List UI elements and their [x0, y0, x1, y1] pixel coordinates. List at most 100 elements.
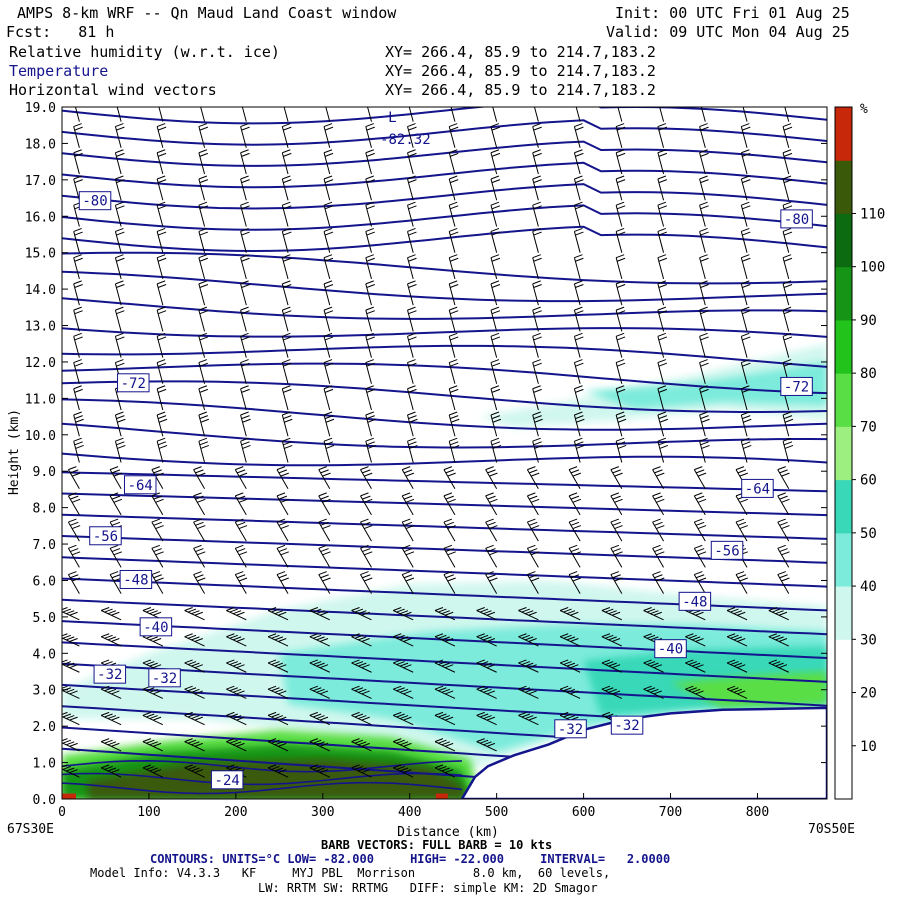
- wind-barb: [142, 607, 164, 621]
- wind-barb: [281, 227, 292, 253]
- wind-barb: [114, 175, 125, 201]
- wind-barb: [240, 359, 250, 384]
- temperature-contour-lowlevel: [62, 772, 462, 786]
- wind-barb: [782, 306, 793, 332]
- y-tick-label: 12.0: [25, 356, 56, 371]
- wind-barb: [407, 254, 417, 280]
- wind-barb: [226, 633, 247, 647]
- wind-barb: [615, 254, 626, 280]
- colorbar-frame: [834, 106, 853, 800]
- wind-barb: [234, 518, 248, 542]
- wind-barb: [325, 107, 331, 122]
- wind-barb: [573, 306, 584, 332]
- wind-barb: [365, 175, 375, 201]
- wind-barb: [281, 280, 292, 306]
- wind-barb: [490, 280, 501, 306]
- wind-barb: [323, 306, 334, 332]
- wind-barb: [434, 633, 456, 647]
- wind-barb: [615, 306, 626, 332]
- temperature-contour: [62, 380, 827, 413]
- wind-barb: [365, 201, 375, 227]
- wind-barb: [601, 685, 623, 699]
- x-tick-label: 200: [224, 805, 247, 820]
- colorbar-tick-label: 100: [860, 260, 885, 276]
- temperature-contour: [62, 270, 827, 303]
- wind-barb: [109, 544, 123, 568]
- wind-barb: [67, 544, 81, 568]
- valid-time: Valid: 09 UTC Mon 04 Aug 25: [606, 23, 850, 41]
- wind-barb: [740, 201, 751, 227]
- wind-barb: [198, 201, 209, 227]
- wind-barb: [615, 123, 626, 148]
- y-tick-label: 0.0: [33, 793, 56, 808]
- y-tick-label: 1.0: [33, 757, 56, 772]
- wind-barb: [100, 633, 122, 647]
- wind-barb: [643, 607, 664, 621]
- wind-barb: [100, 738, 122, 752]
- wind-barb: [407, 359, 417, 384]
- colorbar-segment: [835, 266, 852, 321]
- y-tick-label: 16.0: [25, 210, 56, 225]
- wind-barb: [240, 280, 250, 306]
- left-endpoint: 67S30E: [7, 822, 54, 837]
- wind-barb: [699, 201, 709, 227]
- temperature-contour-label: -72: [117, 373, 150, 393]
- temperature-contour-label: -40: [654, 639, 687, 659]
- wind-barb: [401, 518, 415, 542]
- wind-barb: [526, 492, 540, 516]
- wind-barb: [740, 227, 751, 253]
- wind-barb: [198, 254, 209, 280]
- wind-barb: [193, 571, 206, 594]
- wind-barb: [114, 332, 125, 358]
- y-tick-label: 17.0: [25, 174, 56, 189]
- wind-barb: [476, 738, 497, 752]
- wind-barb: [532, 359, 542, 384]
- wind-barb: [267, 659, 289, 673]
- temperature-contour: [62, 107, 827, 125]
- wind-barb: [726, 607, 748, 621]
- wind-barb: [518, 607, 539, 621]
- temperature-contour-label: -64: [741, 478, 774, 498]
- wind-barb: [568, 544, 582, 568]
- colorbar-tick-label: 60: [860, 473, 877, 489]
- wind-barb: [226, 659, 247, 673]
- wind-barb: [407, 306, 417, 332]
- wind-barb: [443, 544, 456, 568]
- colorbar-segment: [835, 213, 852, 268]
- wind-barb: [73, 175, 83, 201]
- wind-barb: [573, 411, 585, 437]
- wind-barb: [476, 633, 497, 647]
- temperature-contour-lowlevel: [62, 781, 462, 795]
- temperature-contour: [62, 452, 827, 467]
- colorbar-segment: [835, 479, 852, 534]
- wind-barb: [234, 466, 248, 489]
- wind-barb: [699, 175, 709, 201]
- wind-barb: [158, 107, 164, 122]
- wind-barb: [657, 227, 668, 253]
- svg-text:-80: -80: [784, 212, 809, 228]
- x-tick-label: 700: [659, 805, 682, 820]
- temperature-contour: [62, 140, 827, 167]
- wind-barb: [360, 518, 373, 542]
- svg-text:-56: -56: [93, 529, 118, 545]
- wind-barb: [114, 306, 125, 332]
- wind-barb: [393, 607, 414, 621]
- wind-barb: [526, 571, 540, 594]
- wind-barb: [782, 254, 793, 280]
- wind-barb: [309, 711, 330, 726]
- wind-barb: [73, 411, 84, 437]
- wind-barb: [407, 227, 417, 253]
- wind-barb: [109, 492, 123, 516]
- wind-barb: [156, 201, 167, 227]
- wind-barb: [518, 711, 539, 726]
- wind-barb: [443, 492, 456, 516]
- wind-barb: [782, 227, 793, 253]
- wind-barb: [226, 711, 247, 726]
- wind-barb: [240, 254, 250, 280]
- wind-barb: [401, 544, 415, 568]
- wind-barb: [740, 385, 751, 411]
- wind-barb: [393, 685, 414, 699]
- wind-barb: [782, 332, 793, 358]
- wind-barb: [184, 711, 205, 726]
